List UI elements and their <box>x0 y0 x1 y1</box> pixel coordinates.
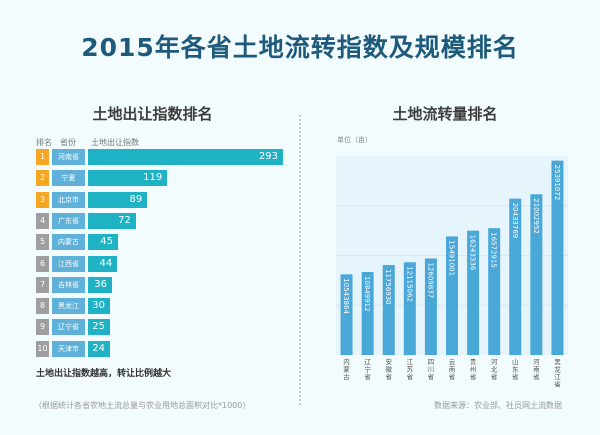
volume-bar <box>530 194 543 355</box>
province-axis-label: 江 <box>407 358 414 366</box>
volume-value-label: 16243336 <box>469 235 477 271</box>
province-axis-label: 省 <box>385 372 392 381</box>
province-axis-label: 省 <box>407 372 414 381</box>
province-label: 广东省 <box>52 212 85 229</box>
col-header-province: 省份 <box>60 138 76 147</box>
index-bar: 119 <box>88 170 168 187</box>
index-bar: 45 <box>88 234 118 251</box>
province-axis-label: 山 <box>512 357 519 366</box>
index-bar: 25 <box>88 319 110 336</box>
volume-bar <box>551 160 564 355</box>
volume-bar <box>361 271 374 355</box>
volume-value-label: 12115062 <box>405 266 413 302</box>
province-axis-label: 南 <box>449 365 456 374</box>
volume-value-label: 21002952 <box>532 198 540 234</box>
province-axis-label: 徽 <box>385 365 392 374</box>
volume-value-label: 25391072 <box>553 165 561 201</box>
province-axis-label: 云 <box>449 358 456 366</box>
province-axis-label: 江 <box>554 373 561 381</box>
province-axis-label: 龙 <box>554 365 561 374</box>
rank-badge: 6 <box>36 255 49 272</box>
volume-ranking-title: 土地流转量排名 <box>392 105 498 123</box>
volume-bar <box>403 262 416 355</box>
volume-bar <box>340 274 353 355</box>
province-label: 黑龙江 <box>52 298 85 315</box>
rank-badge: 1 <box>36 149 49 165</box>
volume-value-label: 16572915 <box>490 232 498 268</box>
province-axis-label: 省 <box>554 380 561 389</box>
volume-bar <box>509 198 522 355</box>
volume-ranking-chart: 10543864内蒙古10849912辽宁省11756930安徽省1211506… <box>336 156 568 389</box>
rank-badge: 4 <box>36 212 49 229</box>
province-axis-label: 省 <box>470 372 477 381</box>
index-ranking-title: 土地出让指数排名 <box>92 105 213 123</box>
volume-value-label: 20433769 <box>511 203 519 239</box>
volume-bar <box>467 230 480 355</box>
index-note: 土地出让指数越高，转让比例越大 <box>36 369 172 379</box>
province-axis-label: 辽 <box>364 358 371 366</box>
volume-value-label: 10849912 <box>363 276 371 312</box>
rank-badge: 3 <box>36 191 49 208</box>
volume-value-label: 10543864 <box>342 278 350 314</box>
rank-badge: 7 <box>36 276 49 293</box>
page-title: 2015年各省土地流转指数及规模排名 <box>81 33 519 62</box>
province-label: 宁夏 <box>52 170 85 187</box>
province-axis-label: 川 <box>428 366 435 374</box>
volume-bar <box>382 265 395 355</box>
province-axis-label: 省 <box>512 372 519 381</box>
province-label: 天津市 <box>52 340 85 357</box>
province-label: 辽宁省 <box>52 319 85 336</box>
volume-unit-label: 单位（亩） <box>337 136 372 144</box>
province-label: 内蒙古 <box>52 234 85 251</box>
province-label: 吉林省 <box>52 276 85 293</box>
province-label: 江西省 <box>52 255 85 272</box>
volume-bar <box>424 258 437 355</box>
col-header-index: 土地出让指数 <box>91 138 139 147</box>
rank-badge: 8 <box>36 298 49 315</box>
province-axis-label: 宁 <box>364 365 371 374</box>
province-axis-label: 蒙 <box>343 365 350 374</box>
index-bar: 293 <box>88 149 283 165</box>
province-axis-label: 河 <box>491 358 498 366</box>
province-axis-label: 省 <box>428 372 435 381</box>
province-axis-label: 河 <box>533 358 540 366</box>
province-axis-label: 省 <box>364 372 371 381</box>
province-axis-label: 黑 <box>554 358 561 366</box>
province-axis-label: 省 <box>491 372 498 381</box>
volume-value-label: 11756930 <box>384 269 392 305</box>
province-axis-label: 省 <box>533 372 540 381</box>
province-axis-label: 内 <box>343 357 350 366</box>
province-axis-label: 苏 <box>407 365 414 374</box>
index-footnote: （根据统计各省农地土流总量与农业用地总面积对比*1000） <box>34 401 251 410</box>
panel-divider <box>299 115 301 405</box>
index-bar: 36 <box>88 276 112 293</box>
volume-bar <box>488 228 501 355</box>
province-label: 河南省 <box>52 149 85 165</box>
index-bar: 44 <box>88 255 118 272</box>
province-axis-label: 贵 <box>470 357 477 366</box>
data-source: 数据来源：农业部、社员网土流数据 <box>434 401 562 410</box>
volume-value-label: 12609837 <box>426 262 434 298</box>
rank-badge: 9 <box>36 319 49 336</box>
rank-badge: 5 <box>36 234 49 251</box>
rank-badge: 2 <box>36 170 49 187</box>
province-axis-label: 安 <box>385 357 392 366</box>
province-axis-label: 东 <box>512 365 519 374</box>
index-bar: 30 <box>88 298 110 315</box>
province-axis-label: 四 <box>428 358 435 366</box>
province-axis-label: 南 <box>533 365 540 374</box>
province-label: 北京市 <box>52 191 85 208</box>
province-axis-label: 州 <box>470 366 477 374</box>
rank-badge: 10 <box>36 340 49 357</box>
volume-value-label: 15491001 <box>448 240 456 276</box>
province-axis-label: 北 <box>491 366 498 374</box>
index-bar: 72 <box>88 212 136 229</box>
province-axis-label: 省 <box>449 372 456 381</box>
col-header-rank: 排名 <box>36 138 52 147</box>
index-bar: 24 <box>88 340 110 357</box>
index-bar: 89 <box>88 191 148 208</box>
province-axis-label: 古 <box>343 372 350 381</box>
volume-bar <box>446 236 458 355</box>
